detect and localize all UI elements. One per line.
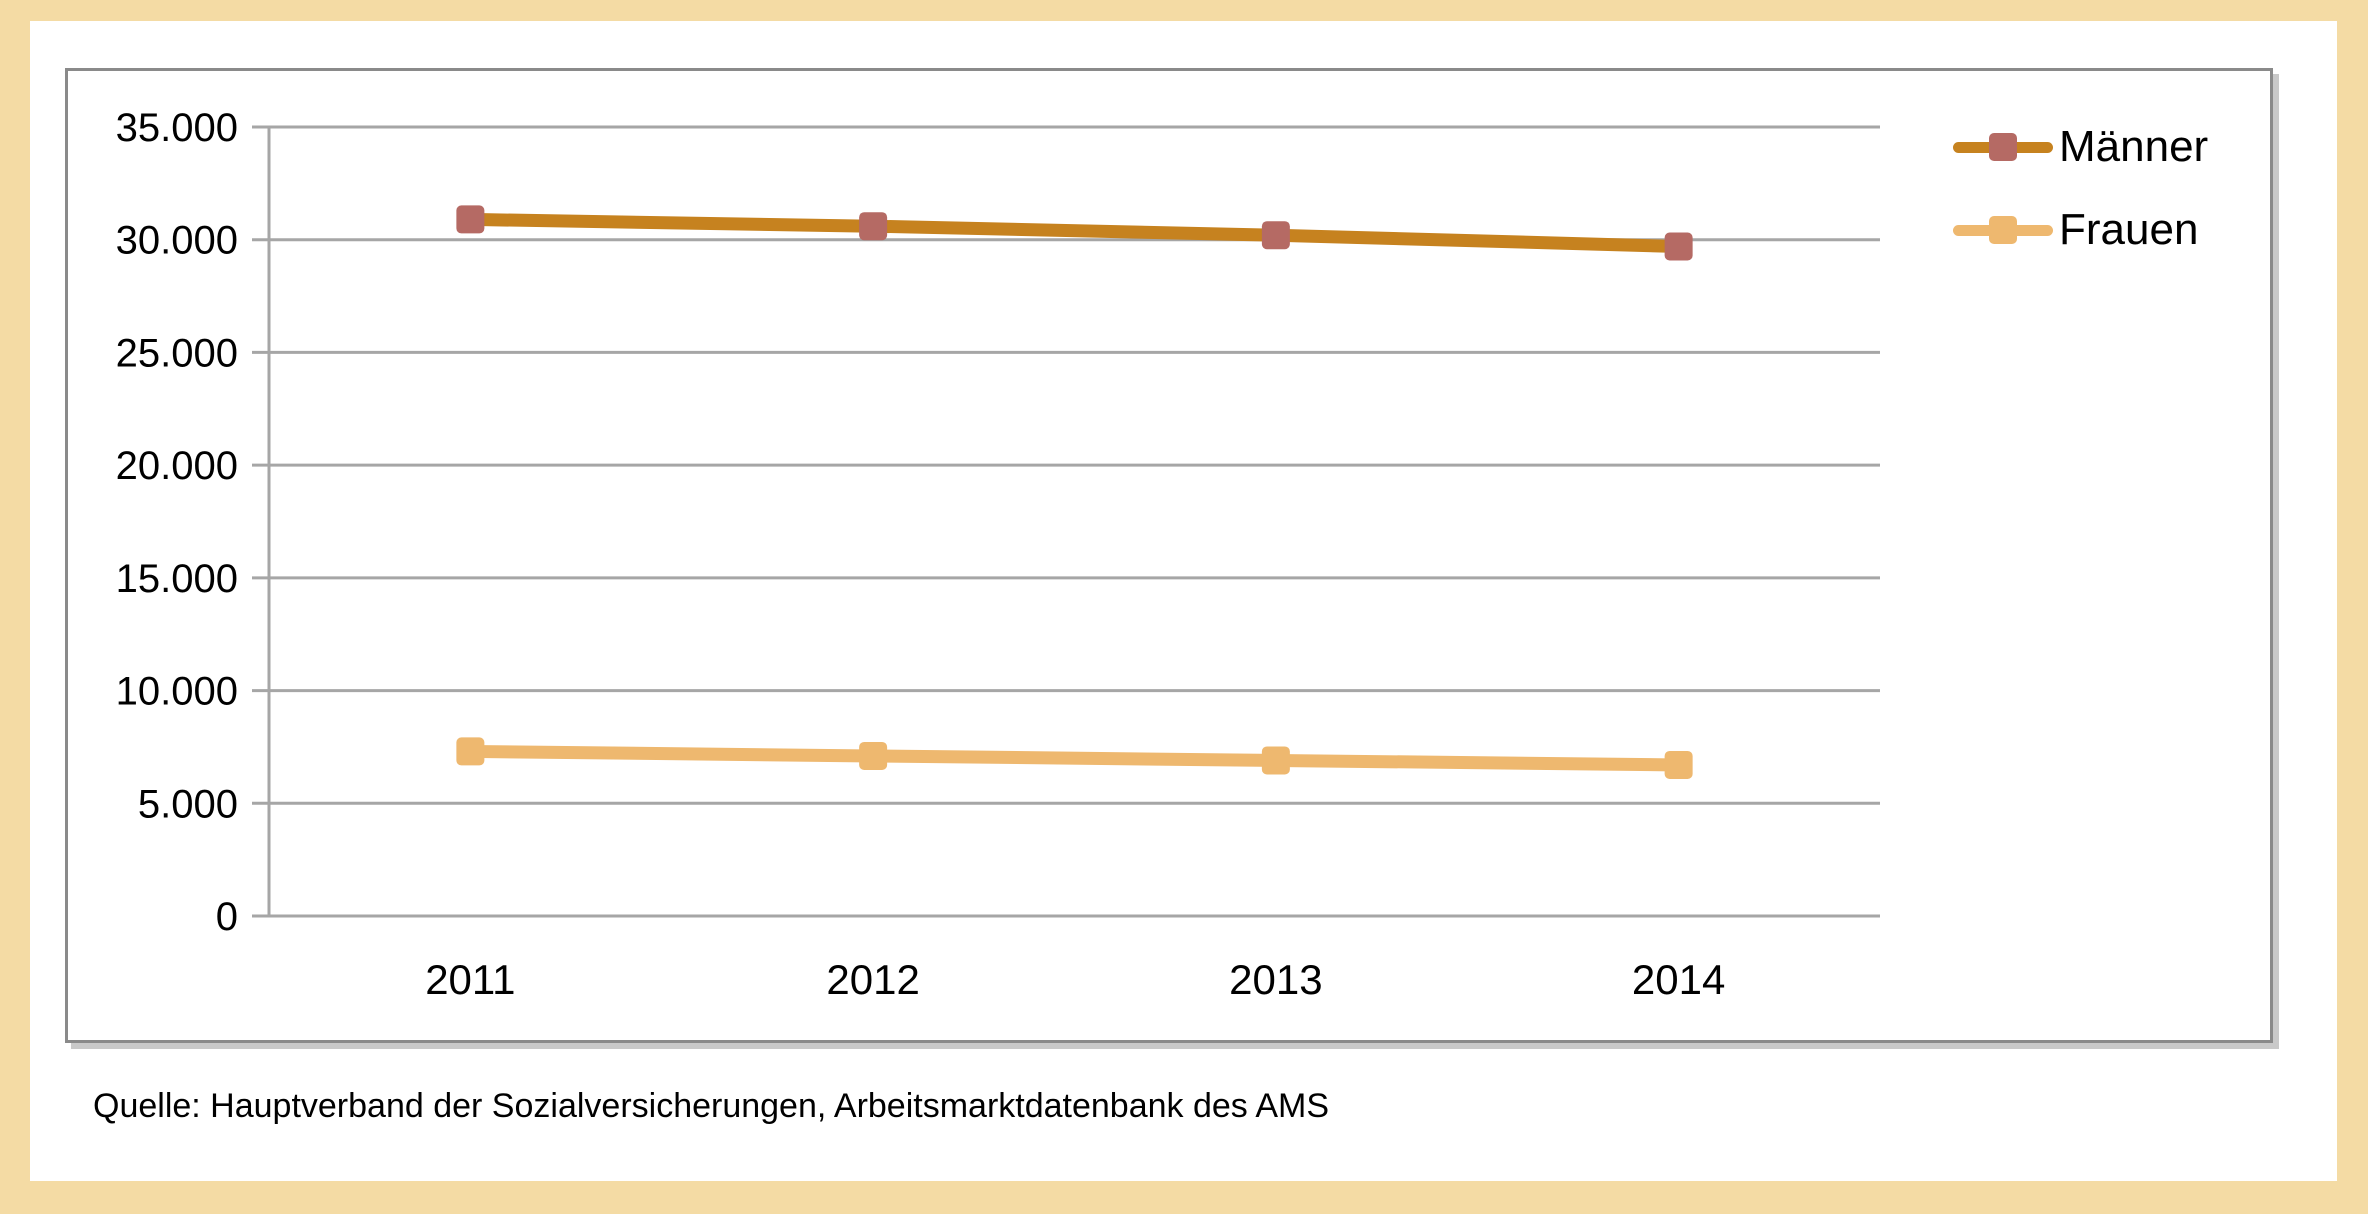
legend-label-maenner: Männer [2059,122,2209,171]
legend-swatch-maenner [1953,122,2053,172]
maenner-marker-icon [1989,133,2017,161]
source-note: Quelle: Hauptverband der Sozialversicher… [93,1087,1330,1125]
chart-frame [65,68,2273,1043]
frauen-marker-icon [1989,216,2017,244]
legend-item-maenner: Männer [1953,122,2208,172]
legend-item-frauen: Frauen [1953,205,2208,255]
legend-label-frauen: Frauen [2059,205,2199,254]
legend-swatch-frauen [1953,205,2053,255]
chart-legend: Männer Frauen [1953,122,2208,288]
